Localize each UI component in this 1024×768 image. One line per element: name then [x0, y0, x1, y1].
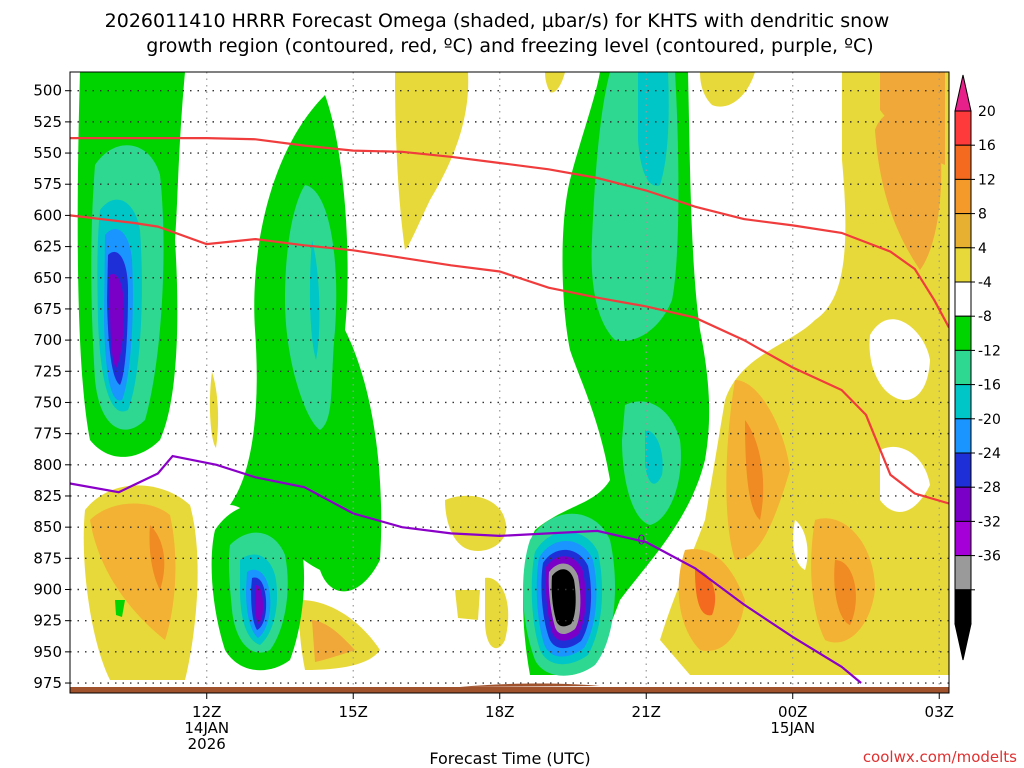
- y-tick-label: 875: [33, 549, 62, 567]
- colorbar-swatch: [954, 110, 972, 146]
- y-tick-label: 550: [33, 144, 62, 162]
- contour-line-3: [70, 454, 862, 684]
- y-axis: 500 525 550 575 600 625 650 675 700 725 750 775 800 8…: [33, 82, 70, 692]
- y-tick-label: 975: [33, 674, 62, 692]
- y-tick-label: 900: [33, 581, 62, 599]
- y-tick-label: 600: [33, 206, 62, 224]
- chart-title-line2: growth region (contoured, red, ºC) and f…: [146, 35, 873, 57]
- y-tick-label: 750: [33, 393, 62, 411]
- colorbar-top-arrow: [954, 74, 972, 112]
- colorbar-swatch: [954, 144, 972, 180]
- y-tick-label: 775: [33, 425, 62, 443]
- colorbar-label: 8: [978, 207, 987, 223]
- colorbar-label: -20: [978, 412, 1001, 428]
- colorbar-label: 16: [978, 138, 996, 154]
- y-tick-label: 850: [33, 518, 62, 536]
- y-tick-label: 950: [33, 643, 62, 661]
- colorbar-swatch: [954, 349, 972, 386]
- colorbar-label: 20: [978, 104, 996, 120]
- x-tick-label: 12Z: [192, 703, 221, 721]
- plot-area: 0: [70, 72, 949, 693]
- colorbar-label: 12: [978, 172, 996, 188]
- colorbar-swatch: [954, 520, 972, 557]
- y-tick-label: 500: [33, 82, 62, 100]
- omega-negative-shading: [77, 72, 710, 676]
- colorbar-label: 4: [978, 241, 987, 257]
- colorbar: 20 16 12 8 4 -4 -8 -12 -16 -20 -24 -28 -32 -36: [954, 74, 1001, 661]
- chart-title-line1: 2026011410 HRRR Forecast Omega (shaded, …: [105, 10, 890, 32]
- x-tick-label: 03Z: [925, 703, 954, 721]
- colorbar-swatch: [954, 589, 972, 625]
- colorbar-bottom-arrow: [954, 623, 972, 661]
- x-tick-label: 21Z: [632, 703, 661, 721]
- colorbar-swatch: [954, 486, 972, 522]
- colorbar-label: -28: [978, 480, 1001, 496]
- x-tick-label: 18Z: [485, 703, 514, 721]
- colorbar-swatch: [954, 384, 972, 420]
- colorbar-label: -12: [978, 343, 1001, 359]
- x-tick-label: 15Z: [339, 703, 368, 721]
- colorbar-label: -16: [978, 378, 1001, 394]
- contour-lines: 0: [70, 137, 949, 684]
- credit-text: coolwx.com/modelts: [863, 748, 1017, 766]
- contour-line-2: [70, 214, 949, 505]
- x-tick-date: 15JAN: [770, 719, 815, 737]
- x-tick-date: 14JAN: [184, 719, 229, 737]
- y-tick-label: 650: [33, 269, 62, 287]
- colorbar-swatch: [954, 315, 972, 351]
- contour-line-1: [70, 137, 949, 329]
- y-tick-label: 925: [33, 612, 62, 630]
- colorbar-swatch: [954, 247, 972, 283]
- colorbar-swatch: [954, 281, 972, 317]
- colorbar-label: -4: [978, 275, 992, 291]
- colorbar-label: -8: [978, 309, 992, 325]
- y-tick-label: 525: [33, 113, 62, 131]
- ground-surface: [70, 687, 949, 693]
- plot-frame: [69, 71, 950, 694]
- y-tick-label: 800: [33, 456, 62, 474]
- y-tick-label: 725: [33, 362, 62, 380]
- omega-strong-positive-shading: [90, 72, 945, 662]
- colorbar-swatch: [954, 418, 972, 454]
- colorbar-swatch: [954, 555, 972, 591]
- y-tick-label: 700: [33, 331, 62, 349]
- x-tick-year: 2026: [188, 735, 226, 753]
- y-tick-label: 675: [33, 300, 62, 318]
- colorbar-swatch: [954, 213, 972, 249]
- y-tick-label: 575: [33, 175, 62, 193]
- y-tick-label: 825: [33, 487, 62, 505]
- x-tick-label: 00Z: [778, 703, 807, 721]
- colorbar-swatch: [954, 452, 972, 488]
- colorbar-label: -24: [978, 446, 1001, 462]
- contour-label: 0: [637, 534, 645, 549]
- y-tick-label: 625: [33, 238, 62, 256]
- x-axis-label: Forecast Time (UTC): [429, 749, 590, 768]
- colorbar-label: -36: [978, 549, 1001, 565]
- colorbar-swatch: [954, 178, 972, 215]
- colorbar-label: -32: [978, 514, 1001, 530]
